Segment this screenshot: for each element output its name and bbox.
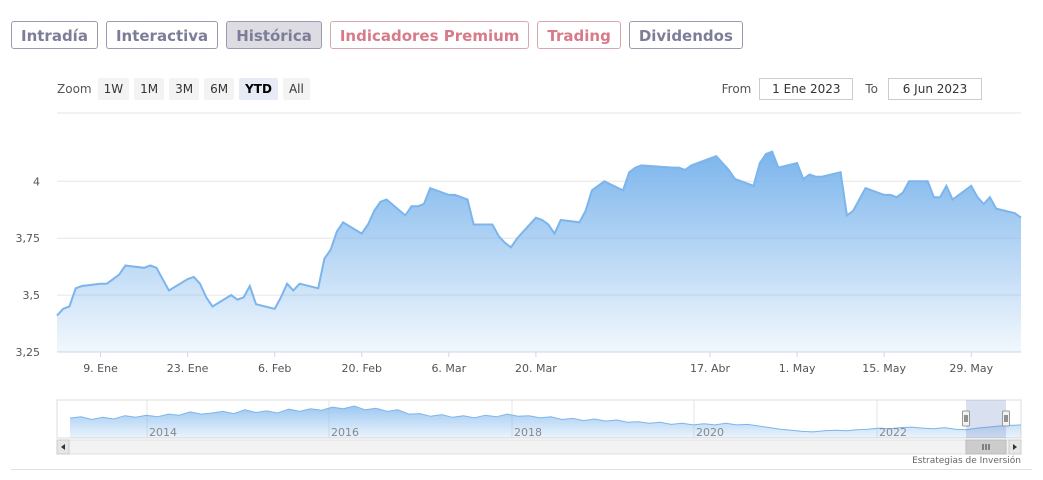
- x-tick-label: 23. Ene: [167, 362, 209, 375]
- navigator-year-label: 2022: [879, 426, 907, 439]
- from-date-input[interactable]: 1 Ene 2023: [759, 78, 854, 100]
- zoom-ytd-button[interactable]: YTD: [239, 78, 278, 100]
- from-label: From: [721, 82, 752, 96]
- tab-interactiva[interactable]: Interactiva: [105, 21, 219, 49]
- x-tick-label: 20. Feb: [342, 362, 382, 375]
- price-area: [57, 151, 1021, 352]
- x-tick-label: 6. Feb: [258, 362, 291, 375]
- tab-indicadores-premium[interactable]: Indicadores Premium: [329, 21, 530, 49]
- y-tick-label: 3,75: [16, 232, 41, 245]
- navigator-year-label: 2016: [331, 426, 359, 439]
- navigator[interactable]: 2014 2016 2018 2020 2022: [56, 399, 1022, 455]
- navigator-handle[interactable]: [1002, 410, 1010, 427]
- tab-intradia[interactable]: Intradía: [11, 21, 98, 49]
- divider: [11, 469, 1032, 470]
- credit-text: Estrategias de Inversión: [912, 456, 1021, 466]
- x-tick-label: 17. Abr: [690, 362, 730, 375]
- navigator-handle[interactable]: [962, 410, 970, 427]
- tab-dividendos[interactable]: Dividendos: [628, 21, 743, 49]
- chevron-right-icon: [1013, 444, 1017, 450]
- zoom-selector: Zoom 1W 1M 3M 6M YTD All: [57, 78, 315, 100]
- plot-area: [56, 150, 1022, 352]
- price-line: [56, 150, 1022, 317]
- zoom-all-button[interactable]: All: [282, 78, 310, 100]
- zoom-3m-button[interactable]: 3M: [169, 78, 200, 100]
- navigator-selection[interactable]: [966, 400, 1006, 438]
- date-range: From 1 Ene 2023 To 6 Jun 2023: [722, 78, 982, 100]
- x-tick-label: 9. Ene: [83, 362, 118, 375]
- zoom-1w-button[interactable]: 1W: [97, 78, 130, 100]
- tab-bar: Intradía Interactiva Histórica Indicador…: [11, 21, 743, 49]
- to-label: To: [865, 82, 878, 96]
- zoom-6m-button[interactable]: 6M: [204, 78, 235, 100]
- navigator-line: [69, 405, 1022, 433]
- y-tick-label: 3,5: [23, 289, 41, 302]
- x-tick-label: 6. Mar: [431, 362, 466, 375]
- navigator-year-label: 2020: [696, 426, 724, 439]
- x-tick-label: 15. May: [862, 362, 906, 375]
- navigator-year-label: 2014: [149, 426, 177, 439]
- y-axis: 3,25 3,5 3,75 4: [16, 175, 41, 359]
- zoom-label: Zoom: [57, 82, 92, 96]
- x-tick-label: 1. May: [779, 362, 816, 375]
- y-tick-label: 4: [33, 175, 40, 188]
- to-date-input[interactable]: 6 Jun 2023: [888, 78, 982, 100]
- chevron-left-icon: [61, 444, 65, 450]
- scrollbar-track[interactable]: [56, 439, 1022, 455]
- navigator-area: [70, 406, 1021, 438]
- tab-historica[interactable]: Histórica: [226, 21, 322, 49]
- x-tick-label: 20. Mar: [515, 362, 557, 375]
- tab-trading[interactable]: Trading: [537, 21, 621, 49]
- zoom-1m-button[interactable]: 1M: [134, 78, 165, 100]
- x-tick-label: 29. May: [949, 362, 993, 375]
- y-tick-label: 3,25: [16, 346, 41, 359]
- navigator-year-label: 2018: [514, 426, 542, 439]
- x-axis: 9. Ene 23. Ene 6. Feb 20. Feb 6. Mar 20. Mar 1…: [83, 352, 994, 375]
